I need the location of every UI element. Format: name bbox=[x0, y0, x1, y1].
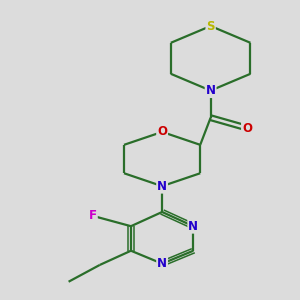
Text: N: N bbox=[157, 180, 167, 193]
Text: F: F bbox=[89, 209, 97, 222]
Text: S: S bbox=[206, 20, 215, 32]
Text: N: N bbox=[188, 220, 198, 233]
Text: O: O bbox=[157, 125, 167, 138]
Text: N: N bbox=[206, 84, 216, 97]
Text: N: N bbox=[157, 257, 167, 270]
Text: O: O bbox=[242, 122, 252, 134]
